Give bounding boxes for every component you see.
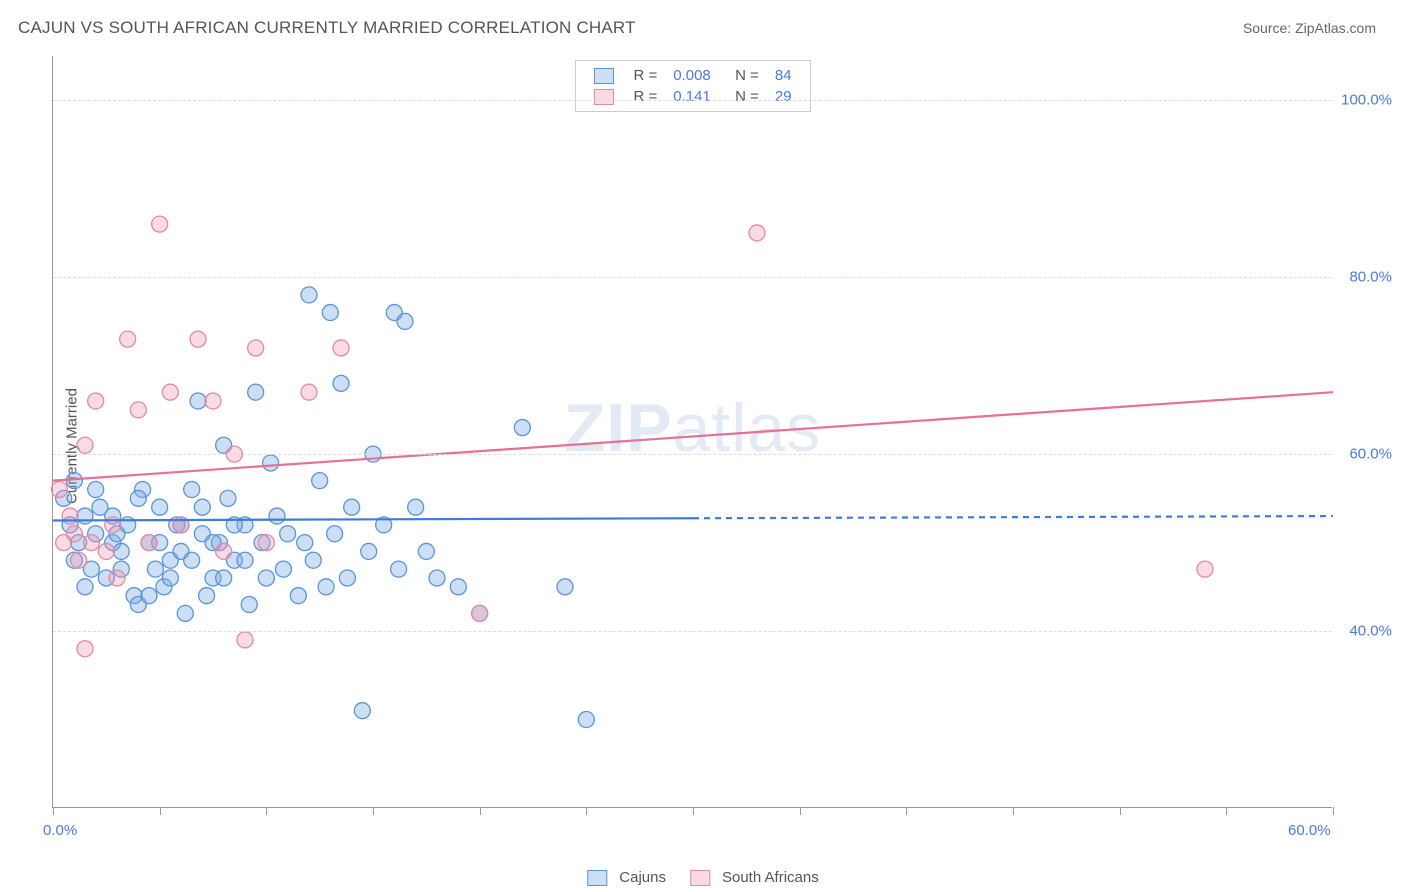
chart-title: CAJUN VS SOUTH AFRICAN CURRENTLY MARRIED… (18, 18, 636, 38)
scatter-svg (53, 56, 1332, 807)
swatch-south-africans-icon (690, 870, 710, 886)
y-tick-label: 100.0% (1341, 92, 1392, 109)
y-tick-label: 80.0% (1349, 269, 1392, 286)
x-tick-label: 0.0% (43, 822, 77, 839)
legend-label-cajuns: Cajuns (619, 869, 666, 886)
chart-source: Source: ZipAtlas.com (1243, 20, 1376, 36)
swatch-cajuns-icon (587, 870, 607, 886)
y-tick-label: 60.0% (1349, 446, 1392, 463)
chart-plot-area: ZIPatlas R = 0.008 N = 84 R = 0.141 N = … (52, 56, 1332, 808)
series-legend: Cajuns South Africans (587, 869, 818, 886)
legend-item-cajuns: Cajuns (587, 869, 666, 886)
chart-header: CAJUN VS SOUTH AFRICAN CURRENTLY MARRIED… (0, 0, 1406, 38)
x-tick-label: 60.0% (1288, 822, 1331, 839)
legend-item-south-africans: South Africans (690, 869, 819, 886)
legend-label-south-africans: South Africans (722, 869, 819, 886)
y-tick-label: 40.0% (1349, 623, 1392, 640)
